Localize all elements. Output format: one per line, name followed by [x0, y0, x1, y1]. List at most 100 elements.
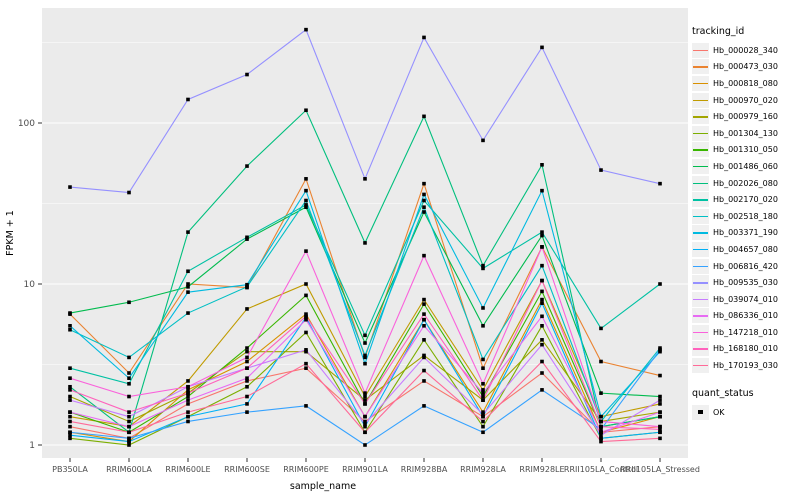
data-point — [245, 355, 249, 360]
legend-line-swatch — [692, 341, 709, 357]
data-point — [599, 326, 603, 331]
data-point — [304, 366, 308, 370]
data-point — [363, 241, 367, 245]
data-point — [245, 384, 249, 389]
data-point — [304, 188, 308, 193]
data-point — [245, 307, 249, 311]
x-tick-label: RRIM928BA — [401, 465, 448, 474]
data-point — [481, 391, 485, 395]
data-point — [658, 414, 662, 419]
data-point — [540, 301, 544, 305]
data-point — [304, 249, 308, 253]
legend-item-Hb_000028_340: Hb_000028_340 — [692, 42, 798, 59]
x-axis-title: sample_name — [290, 481, 356, 492]
legend-line-swatch — [692, 225, 709, 241]
data-point — [304, 349, 308, 354]
legend-item-Hb_001486_060: Hb_001486_060 — [692, 158, 798, 175]
data-point — [481, 266, 485, 271]
data-point — [186, 410, 190, 414]
data-point — [68, 185, 72, 189]
data-point — [481, 366, 485, 370]
data-point — [481, 424, 485, 429]
data-point — [186, 398, 190, 402]
data-point — [422, 181, 426, 186]
data-point — [422, 355, 426, 360]
legend-item-Hb_000979_160: Hb_000979_160 — [692, 108, 798, 125]
data-point — [304, 312, 308, 316]
data-point — [186, 230, 190, 234]
data-point — [422, 35, 426, 40]
legend-item-label: Hb_000028_340 — [713, 45, 778, 55]
data-point — [127, 394, 131, 399]
x-tick-label: RRII105LA_Stressed — [620, 465, 700, 474]
data-point — [599, 427, 603, 432]
data-point — [245, 164, 249, 168]
data-point — [68, 311, 72, 315]
data-point — [540, 263, 544, 268]
legend-item-ok: OK — [692, 404, 798, 421]
data-point — [127, 371, 131, 375]
legend-item-label: Hb_147218_010 — [713, 327, 778, 337]
legend-line-swatch — [692, 258, 709, 274]
data-point — [599, 414, 603, 419]
x-tick-label: RRIM928LE — [519, 465, 564, 474]
data-point — [540, 188, 544, 193]
data-point — [245, 402, 249, 406]
y-tick-label: 1 — [29, 441, 35, 451]
data-point — [599, 359, 603, 364]
data-point — [599, 168, 603, 172]
data-point — [599, 419, 603, 424]
data-point — [422, 210, 426, 214]
data-point — [186, 282, 190, 286]
data-point — [540, 245, 544, 249]
data-point — [127, 424, 131, 429]
data-point — [363, 361, 367, 366]
legend-item-Hb_039074_010: Hb_039074_010 — [692, 291, 798, 308]
data-point — [245, 366, 249, 370]
data-point — [186, 414, 190, 419]
legend-item-label: Hb_003371_190 — [713, 228, 778, 238]
data-point — [481, 306, 485, 310]
data-point — [68, 410, 72, 414]
data-point — [68, 430, 72, 435]
legend-item-label: Hb_001310_050 — [713, 145, 778, 155]
data-point — [363, 398, 367, 402]
data-point — [68, 388, 72, 392]
legend-line-swatch — [692, 75, 709, 91]
data-point — [363, 333, 367, 338]
data-point — [540, 230, 544, 234]
data-point — [540, 338, 544, 342]
data-point — [304, 205, 308, 209]
data-point — [186, 388, 190, 392]
data-point — [599, 430, 603, 435]
data-point — [363, 443, 367, 447]
data-point — [245, 379, 249, 383]
data-point — [245, 237, 249, 241]
data-point — [68, 414, 72, 419]
data-point — [304, 203, 308, 207]
data-point — [540, 314, 544, 319]
data-point — [540, 371, 544, 375]
data-point — [304, 348, 308, 352]
data-point — [127, 439, 131, 444]
data-point — [540, 233, 544, 238]
data-point — [304, 108, 308, 113]
data-point — [363, 341, 367, 345]
data-point — [186, 311, 190, 315]
legend-item-Hb_003371_190: Hb_003371_190 — [692, 225, 798, 242]
legend-item-Hb_168180_010: Hb_168180_010 — [692, 341, 798, 358]
data-point — [422, 324, 426, 328]
data-point — [658, 349, 662, 354]
x-tick-label: PB350LA — [52, 465, 88, 474]
data-point — [127, 443, 131, 447]
data-point — [186, 290, 190, 294]
data-point — [540, 163, 544, 167]
data-point — [599, 433, 603, 438]
data-point — [304, 361, 308, 366]
data-point — [481, 412, 485, 417]
data-point — [304, 404, 308, 408]
data-point — [68, 366, 72, 370]
legend-item-label: Hb_001486_060 — [713, 161, 778, 171]
data-point — [658, 181, 662, 186]
data-point — [363, 391, 367, 395]
